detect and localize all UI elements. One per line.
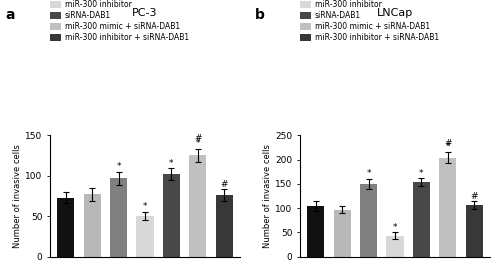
Text: a: a	[5, 8, 15, 22]
Bar	[216, 195, 232, 257]
Bar	[136, 216, 154, 257]
Text: #: #	[444, 139, 452, 148]
Text: *: *	[446, 142, 450, 151]
Text: *: *	[419, 169, 424, 178]
Text: #: #	[220, 180, 228, 189]
Text: *: *	[143, 202, 147, 211]
Y-axis label: Number of invasive cells: Number of invasive cells	[264, 144, 272, 248]
Legend: Blank, NC, miR-300 mimic, miR-300 inhibitor, siRNA-DAB1, miR-300 mimic + siRNA-D: Blank, NC, miR-300 mimic, miR-300 inhibi…	[300, 0, 438, 43]
Bar	[386, 236, 404, 257]
Text: *: *	[196, 139, 200, 148]
Text: LNCap: LNCap	[377, 8, 413, 18]
Text: *: *	[393, 223, 397, 232]
Text: #: #	[194, 134, 202, 143]
Bar	[58, 198, 74, 257]
Text: b: b	[255, 8, 265, 22]
Bar	[110, 178, 127, 257]
Text: *: *	[366, 169, 371, 179]
Text: #: #	[470, 192, 478, 201]
Bar	[334, 209, 351, 257]
Bar	[189, 155, 206, 257]
Bar	[360, 184, 377, 257]
Text: *: *	[169, 159, 173, 168]
Bar	[439, 158, 456, 257]
Bar	[163, 174, 180, 257]
Y-axis label: Number of invasive cells: Number of invasive cells	[14, 144, 22, 248]
Bar	[413, 182, 430, 257]
Text: *: *	[116, 162, 121, 171]
Legend: Blank, NC, miR-300 mimic, miR-300 inhibitor, siRNA-DAB1, miR-300 mimic + siRNA-D: Blank, NC, miR-300 mimic, miR-300 inhibi…	[50, 0, 188, 43]
Bar	[308, 206, 324, 257]
Bar	[84, 194, 101, 257]
Bar	[466, 205, 482, 257]
Text: PC-3: PC-3	[132, 8, 158, 18]
